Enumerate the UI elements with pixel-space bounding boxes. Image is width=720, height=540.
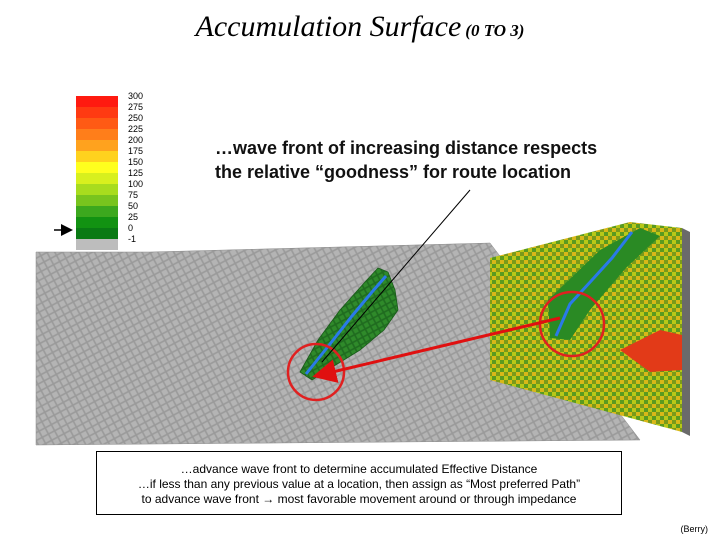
legend-label: 275 [128,102,144,112]
legend-label: 25 [128,212,139,222]
inset-side-face [682,228,690,436]
caption-line-3-a: to advance wave front [141,492,259,506]
legend-swatch [76,96,118,107]
legend-label: 100 [128,179,144,189]
legend-label: 250 [128,113,144,123]
legend-label: 125 [128,168,144,178]
legend-swatch [76,206,118,217]
colored-surface-inset [490,222,682,432]
legend-label: 300 [128,91,144,101]
legend-label: 225 [128,124,144,134]
legend-label: 150 [128,157,144,167]
inset-green-valley [548,228,660,340]
legend-swatch [76,162,118,173]
red-connector-arrow [312,316,561,383]
caption-line-2: …if less than any previous value at a lo… [137,477,581,491]
legend-swatch [76,151,118,162]
credit-text: (Berry) [680,524,709,534]
legend-swatch [76,239,118,250]
title-main: Accumulation Surface [195,10,462,43]
title-subtitle: (0 TO 3) [465,21,525,40]
inset-red-zone [620,330,682,372]
callout-line-2: the relative “goodness” for route locati… [215,162,572,182]
caption-line-3-b: most favorable movement around or throug… [277,492,577,506]
caption-line-3: to advance wave front → most favorable m… [97,492,621,507]
caption-box: …advance wave front to determine accumul… [96,451,622,515]
legend-swatch [76,217,118,228]
preferred-path-line [304,275,388,375]
legend-swatch [76,195,118,206]
legend-swatch [76,129,118,140]
arrow-right-icon: → [262,492,275,506]
legend-swatch [76,173,118,184]
legend-swatch [76,140,118,151]
callout-line-1: …wave front of increasing distance respe… [215,138,598,158]
inset-preferred-path [554,231,634,337]
legend-label: 75 [128,190,139,200]
legend-label: 200 [128,135,144,145]
callout-leader-line [321,189,471,363]
legend-swatch [76,107,118,118]
legend-label: 50 [128,201,139,211]
caption-line-1: …advance wave front to determine accumul… [180,462,538,476]
legend-label: 175 [128,146,144,156]
legend-swatch [76,184,118,195]
legend-label: -1 [128,234,137,244]
legend-swatch [76,228,118,239]
start-circle-plane [286,342,346,402]
legend-label: 0 [128,223,134,233]
slide-title: Accumulation Surface (0 TO 3) [0,10,720,44]
legend-swatch [76,118,118,129]
callout-text: …wave front of increasing distance respe… [215,136,665,184]
